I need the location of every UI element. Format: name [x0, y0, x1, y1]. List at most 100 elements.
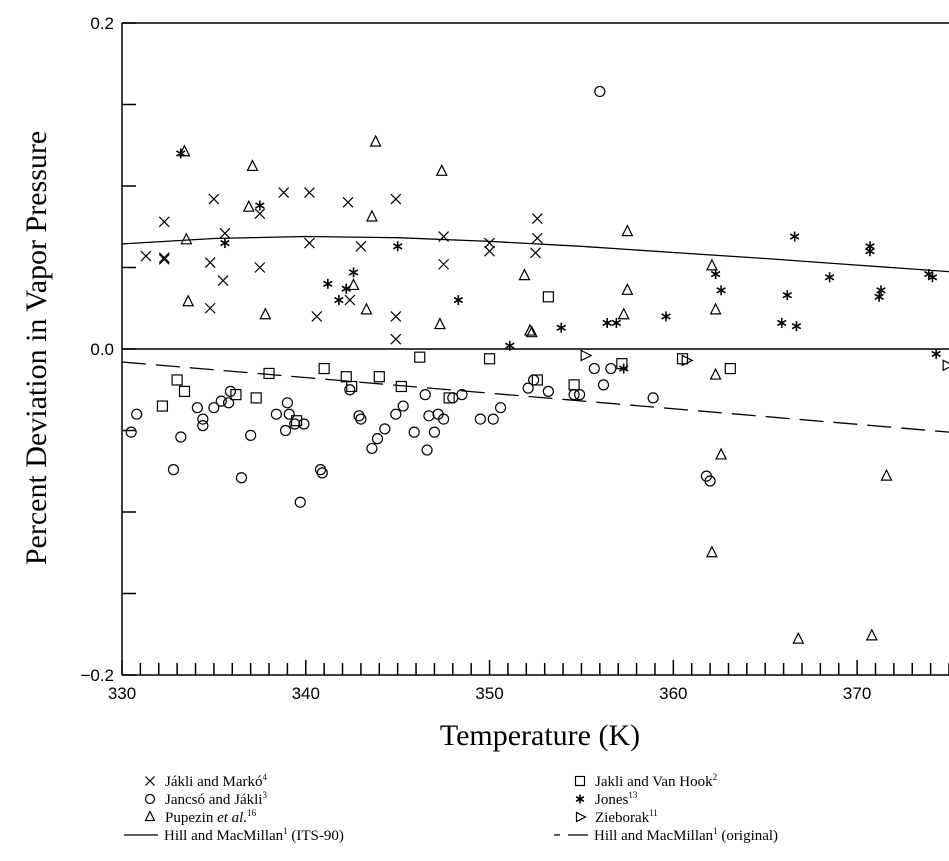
point-jones [927, 272, 938, 283]
legend-marker-triangle [144, 810, 156, 822]
x-tick-label: 330 [108, 684, 136, 703]
point-pupezin-et-al [246, 159, 259, 172]
point-pupezin-et-al [433, 317, 446, 330]
point-jones [791, 321, 802, 332]
point-jancso-and-jakli [208, 402, 220, 414]
point-pupezin-et-al [880, 468, 893, 481]
point-jones [611, 317, 622, 328]
point-jones [602, 317, 612, 328]
point-jones [661, 311, 671, 322]
point-jakli-and-marko [204, 302, 216, 314]
point-jones [556, 322, 566, 333]
point-jancso-and-jakli [379, 423, 391, 435]
point-jancso-and-jakli [283, 408, 295, 420]
point-jakli-and-marko [219, 227, 231, 239]
legend-marker-triangle-right [575, 811, 587, 823]
point-zieborak [942, 359, 949, 372]
point-jakli-and-marko [140, 250, 152, 262]
point-jones [453, 295, 464, 306]
legend-label: Zieborak11 [595, 808, 658, 826]
point-jakli-and-van-hook [156, 400, 169, 412]
point-jakli-and-van-hook [178, 385, 191, 397]
legend-label: Hill and MacMillan1 (ITS-90) [164, 826, 344, 844]
point-jancso-and-jakli [197, 413, 209, 425]
point-jones [176, 148, 186, 159]
point-jakli-and-marko [484, 245, 495, 257]
point-jakli-and-marko [204, 257, 216, 269]
data-points [125, 85, 949, 644]
point-jancso-and-jakli [298, 418, 310, 430]
point-jakli-and-marko [531, 213, 543, 225]
point-jakli-and-van-hook [531, 374, 543, 386]
point-pupezin-et-al [360, 302, 373, 315]
point-jancso-and-jakli [294, 496, 306, 508]
point-jancso-and-jakli [167, 464, 180, 476]
legend-label: Jakli and Van Hook2 [595, 772, 717, 790]
legend-label: Jancsó and Jákli3 [165, 790, 267, 808]
point-jancso-and-jakli [421, 444, 433, 456]
point-pupezin-et-al [621, 282, 634, 295]
point-jakli-and-van-hook [373, 371, 385, 383]
point-jancso-and-jakli [371, 433, 384, 445]
point-zieborak [681, 354, 694, 367]
point-jakli-and-van-hook [230, 389, 242, 401]
point-pupezin-et-al [524, 323, 536, 336]
point-jakli-and-marko [484, 237, 495, 249]
point-jancso-and-jakli [197, 420, 209, 432]
point-jakli-and-marko [342, 196, 354, 208]
point-jakli-and-marko [304, 237, 315, 249]
hill-macmillan-its90-curve [121, 235, 949, 273]
point-jakli-and-van-hook [542, 291, 554, 303]
point-jakli-and-marko [390, 310, 402, 322]
point-pupezin-et-al [259, 307, 272, 320]
point-jakli-and-marko [254, 262, 266, 273]
point-jancso-and-jakli [222, 397, 235, 409]
point-jancso-and-jakli [456, 389, 468, 401]
point-jancso-and-jakli [428, 426, 441, 438]
point-jakli-and-marko [438, 231, 450, 242]
point-jones [716, 285, 726, 296]
point-jones [874, 291, 884, 302]
point-jakli-and-marko [390, 333, 402, 345]
legend-marker-star [575, 794, 585, 804]
point-jancso-and-jakli [542, 385, 554, 397]
point-jakli-and-marko [355, 240, 367, 252]
point-jancso-and-jakli [419, 389, 431, 401]
x-tick-label: 360 [659, 684, 687, 703]
point-pupezin-et-al [705, 258, 718, 271]
point-jones [782, 290, 793, 301]
point-jones [710, 269, 721, 280]
point-jakli-and-marko [390, 193, 402, 205]
point-jancso-and-jakli [235, 472, 248, 484]
point-jakli-and-van-hook [290, 415, 303, 427]
point-jakli-and-van-hook [483, 353, 496, 365]
point-jones [323, 278, 333, 289]
point-jancso-and-jakli [191, 402, 203, 414]
x-tick-label: 370 [843, 684, 871, 703]
point-jancso-and-jakli [408, 426, 420, 438]
point-jancso-and-jakli [366, 442, 378, 455]
point-jancso-and-jakli [522, 382, 534, 394]
point-pupezin-et-al [347, 278, 360, 291]
point-jancso-and-jakli [487, 413, 499, 425]
point-jones [789, 231, 800, 242]
point-jakli-and-marko [304, 187, 315, 198]
point-jakli-and-marko [208, 193, 220, 205]
y-tick-label: 0.0 [90, 340, 114, 359]
point-jakli-and-van-hook [318, 362, 330, 375]
point-jancso-and-jakli [289, 418, 301, 430]
point-jakli-and-van-hook [263, 367, 275, 380]
point-pupezin-et-al [180, 232, 193, 245]
point-jakli-and-van-hook [724, 362, 736, 375]
point-jakli-and-marko [254, 208, 266, 220]
point-jones [392, 241, 403, 252]
point-jancso-and-jakli [125, 426, 137, 438]
point-jakli-and-van-hook [443, 392, 455, 404]
point-jones [348, 267, 359, 278]
point-jancso-and-jakli [215, 395, 227, 407]
point-jancso-and-jakli [175, 431, 187, 443]
point-jakli-and-van-hook [414, 351, 426, 363]
point-jakli-and-marko [158, 216, 170, 228]
point-pupezin-et-al [617, 307, 630, 320]
